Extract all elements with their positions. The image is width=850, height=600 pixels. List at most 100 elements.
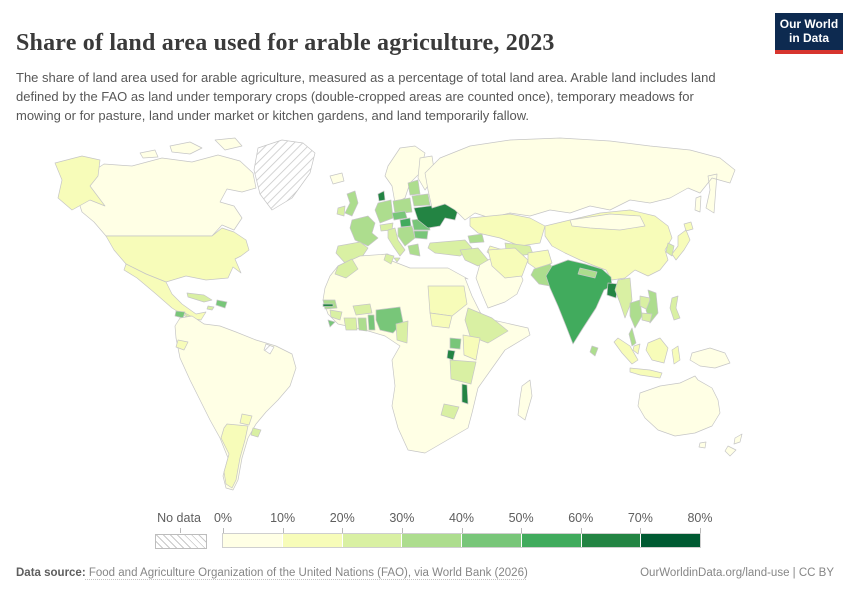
country-morocco[interactable] [334, 258, 359, 279]
country-sudan[interactable] [427, 285, 468, 317]
legend-tick-label: 80% [687, 511, 713, 525]
country-paraguay[interactable] [239, 413, 253, 426]
country-iran[interactable] [487, 247, 529, 279]
country-mexico[interactable] [123, 263, 207, 321]
country-kazakhstan[interactable] [469, 213, 546, 247]
country-uganda[interactable] [449, 337, 462, 350]
country-france[interactable] [349, 215, 379, 247]
legend-tick [180, 528, 181, 533]
region-south-america[interactable] [174, 315, 297, 491]
region-caucasus[interactable] [467, 233, 485, 244]
country-denmark[interactable] [377, 190, 386, 202]
country-iceland[interactable] [329, 172, 345, 185]
country-hungary[interactable] [399, 217, 412, 228]
country-italy[interactable] [387, 227, 406, 263]
country-kenya[interactable] [462, 334, 481, 361]
country-united-kingdom[interactable] [344, 190, 359, 217]
country-australia[interactable] [637, 375, 721, 449]
legend-bin-segment[interactable] [581, 534, 642, 547]
region-baltics[interactable] [407, 179, 421, 196]
country-burkina-faso[interactable] [352, 303, 373, 316]
data-source-prefix: Data source: [16, 567, 86, 579]
country-cambodia[interactable] [641, 312, 653, 323]
country-uruguay[interactable] [250, 427, 262, 438]
country-togo-benin[interactable] [367, 314, 376, 331]
chart-footer: Data source: Food and Agriculture Organi… [16, 567, 834, 579]
legend-bin-segment[interactable] [521, 534, 582, 547]
region-balkans[interactable] [397, 225, 416, 247]
region-iraq-syria[interactable] [459, 247, 489, 267]
country-cuba[interactable] [186, 292, 213, 303]
country-zimbabwe[interactable] [440, 403, 460, 420]
country-canada-arctic-islands[interactable] [139, 137, 243, 159]
country-guinea[interactable] [329, 309, 343, 321]
country-ethiopia[interactable] [464, 307, 509, 344]
legend-bin-segment[interactable] [282, 534, 343, 547]
country-bangladesh[interactable] [606, 282, 619, 299]
country-philippines[interactable] [669, 295, 681, 321]
country-russia[interactable] [424, 137, 736, 221]
country-czechia-slovakia[interactable] [391, 210, 408, 221]
legend-bin-segment[interactable] [462, 534, 522, 547]
country-new-zealand[interactable] [724, 433, 743, 457]
country-bulgaria[interactable] [413, 230, 429, 240]
legend-bin-segment[interactable] [223, 534, 283, 547]
country-guatemala[interactable] [174, 310, 186, 319]
owid-logo-accent-bar [775, 50, 843, 54]
world-map[interactable] [20, 128, 830, 503]
country-greece[interactable] [407, 243, 421, 257]
country-sierra-leone[interactable] [327, 319, 336, 328]
country-alaska[interactable] [54, 155, 106, 211]
data-source-text[interactable]: Food and Agriculture Organization of the… [85, 567, 528, 579]
country-mongolia[interactable] [569, 213, 646, 231]
legend-no-data-swatch[interactable] [155, 534, 207, 549]
country-korea[interactable] [665, 242, 675, 257]
country-sri-lanka[interactable] [589, 345, 599, 357]
country-poland[interactable] [392, 197, 413, 215]
country-indonesia[interactable] [613, 337, 681, 379]
country-south-sudan[interactable] [429, 312, 453, 329]
owid-logo[interactable]: Our World in Data [775, 13, 843, 54]
country-ireland[interactable] [336, 205, 346, 217]
country-canada[interactable] [77, 154, 257, 237]
country-malaysia[interactable] [632, 343, 641, 355]
country-argentina[interactable] [220, 423, 249, 489]
country-germany[interactable] [374, 199, 394, 224]
country-ecuador[interactable] [175, 339, 189, 351]
legend-tick [282, 528, 284, 533]
country-ivory-coast[interactable] [343, 317, 358, 331]
country-greenland[interactable] [253, 139, 316, 211]
country-japan[interactable] [671, 221, 694, 261]
legend-tick-label: 60% [568, 511, 594, 525]
legend-tick-label: 70% [627, 511, 653, 525]
owid-logo-line2: in Data [788, 30, 829, 45]
country-gambia[interactable] [322, 303, 334, 307]
country-jamaica[interactable] [206, 305, 215, 311]
legend-tick-label: 40% [448, 511, 475, 525]
legend-tick-label: 30% [389, 511, 415, 525]
country-madagascar[interactable] [517, 379, 533, 421]
country-ghana[interactable] [357, 317, 368, 332]
legend-bin-segment[interactable] [342, 534, 403, 547]
region-africa[interactable] [322, 253, 531, 454]
country-hispaniola[interactable] [215, 299, 228, 309]
legend-tick [223, 528, 224, 533]
country-china[interactable] [544, 209, 673, 281]
legend-color-bar [222, 533, 701, 548]
country-tanzania[interactable] [449, 359, 477, 385]
country-cameroon[interactable] [395, 320, 409, 344]
legend-tick [461, 528, 463, 533]
country-united-states[interactable] [105, 227, 250, 283]
country-nepal[interactable] [577, 267, 598, 279]
country-india[interactable] [545, 259, 613, 345]
legend-bin-segment[interactable] [402, 534, 462, 547]
legend-bin-segment[interactable] [641, 534, 700, 547]
country-belarus[interactable] [411, 193, 431, 207]
country-papua-new-guinea[interactable] [689, 347, 731, 369]
country-myanmar[interactable] [614, 277, 633, 319]
country-malawi[interactable] [461, 383, 469, 405]
country-thailand[interactable] [628, 299, 643, 347]
license-link[interactable]: OurWorldinData.org/land-use | CC BY [640, 567, 834, 579]
country-tunisia[interactable] [383, 253, 395, 265]
country-french-guiana[interactable] [263, 343, 275, 355]
